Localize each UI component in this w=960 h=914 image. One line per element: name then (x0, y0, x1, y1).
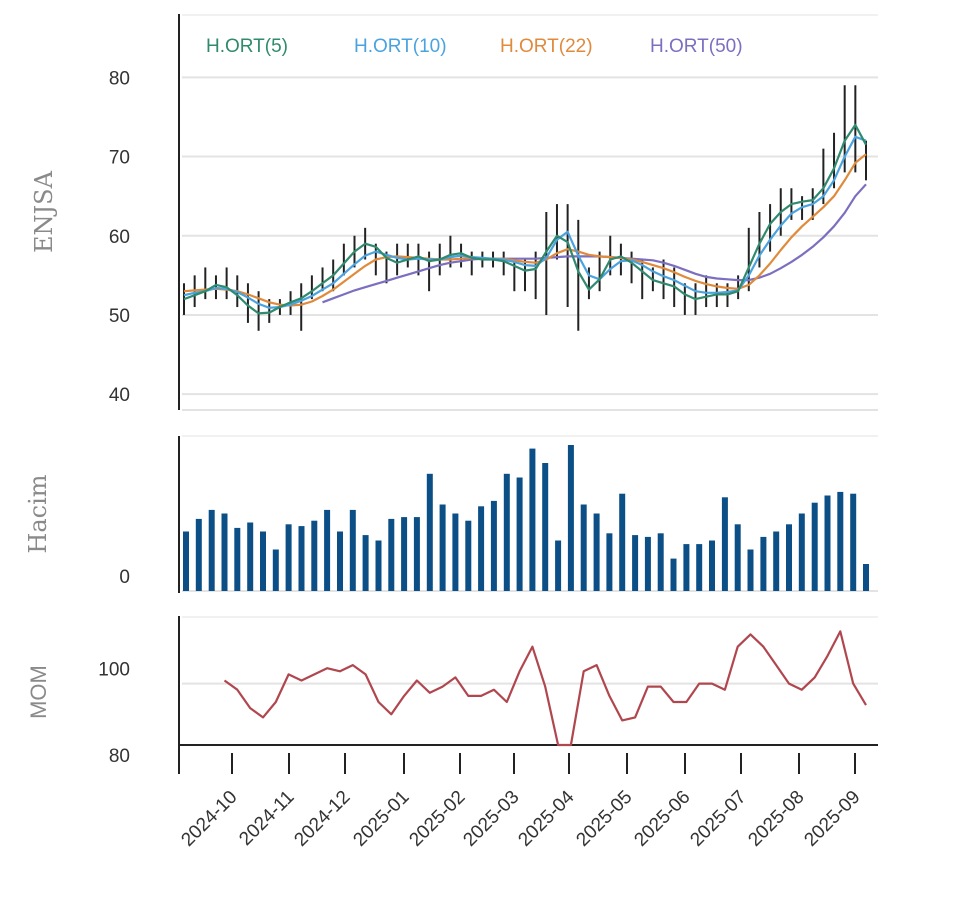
volume-bar (721, 497, 728, 591)
ma-line-2 (183, 135, 867, 309)
price-panel: 40 50 60 70 80 ENJSA H.ORT(5) H.ORT(10) H.ORT(22… (30, 14, 878, 411)
volume-bar (285, 524, 292, 591)
x-tick-label: 2025-07 (686, 787, 750, 851)
volume-bar (670, 558, 677, 591)
volume-bar (311, 520, 318, 591)
x-tick-label: 2025-02 (405, 787, 469, 851)
volume-bar (298, 526, 305, 591)
volume-bar (516, 477, 523, 591)
volume-bar (337, 531, 343, 591)
volume-bar (850, 493, 857, 591)
volume-bar (247, 522, 254, 591)
volume-bar (465, 520, 472, 591)
volume-bar (413, 517, 420, 591)
legend-item-4: H.ORT(50) (650, 36, 743, 57)
volume-bar (529, 448, 536, 591)
volume-bar (632, 535, 639, 591)
volume-bar (183, 531, 189, 591)
volume-bar (272, 549, 279, 591)
momentum-axis-label: MOM (26, 665, 51, 719)
x-tick-label: 2025-04 (514, 786, 578, 850)
volume-tick-label: 0 (119, 567, 130, 588)
volume-bar (503, 473, 510, 591)
volume-bar (760, 536, 767, 591)
price-tick-label: 70 (109, 148, 130, 169)
volume-bar (362, 535, 369, 591)
legend-item-3: H.ORT(22) (500, 36, 593, 57)
volume-bar (863, 564, 869, 591)
volume-bar (798, 513, 805, 591)
volume-bar (696, 544, 703, 591)
momentum-line (223, 630, 867, 747)
volume-bar (580, 504, 587, 591)
volume-bar (837, 491, 844, 591)
volume-bar (452, 513, 459, 591)
volume-bar (478, 506, 485, 591)
momentum-tick-label: 100 (98, 660, 130, 681)
volume-bar (208, 509, 215, 591)
volume-bar (606, 533, 613, 591)
x-tick-label: 2024-10 (177, 787, 241, 851)
legend-item-1: H.ORT(5) (206, 36, 288, 57)
ma-line-3 (183, 153, 867, 307)
price-tick-label: 60 (109, 227, 130, 248)
volume-panel: 0 Hacim (24, 435, 878, 593)
x-tick-label: 2025-03 (459, 787, 523, 851)
volume-bar (221, 513, 228, 591)
legend-item-2: H.ORT(10) (354, 36, 447, 57)
volume-bar (324, 509, 331, 591)
volume-bar (426, 473, 433, 591)
x-axis: 2024-102024-112024-122025-012025-022025-… (177, 753, 865, 851)
volume-bar (786, 524, 792, 591)
volume-bar (811, 502, 818, 591)
ma-line-1 (183, 123, 867, 315)
volume-bar (439, 504, 446, 591)
volume-bar (195, 518, 202, 591)
volume-bar (734, 524, 741, 591)
price-axis-label: ENJSA (30, 170, 58, 253)
volume-axis-label: Hacim (24, 474, 52, 553)
price-tick-label: 40 (109, 385, 130, 406)
volume-bar (824, 495, 831, 591)
volume-bar (490, 500, 497, 591)
volume-bar (375, 540, 382, 591)
price-tick-label: 80 (109, 68, 130, 89)
x-tick-label: 2025-09 (800, 787, 864, 851)
x-tick-label: 2025-08 (744, 787, 808, 851)
volume-bar (555, 540, 562, 591)
volume-bar (593, 513, 600, 591)
volume-bar (349, 509, 356, 591)
volume-bar (683, 544, 690, 591)
volume-bar (542, 463, 549, 591)
volume-bar (401, 517, 408, 591)
volume-bar (644, 536, 651, 591)
price-tick-label: 50 (109, 306, 130, 327)
volume-bar (709, 540, 715, 591)
x-tick-label: 2025-05 (572, 787, 636, 851)
volume-bar (234, 527, 241, 591)
volume-bar (747, 549, 754, 591)
x-tick-label: 2024-11 (235, 787, 298, 850)
x-tick-label: 2024-12 (290, 787, 354, 851)
volume-bar (388, 518, 395, 591)
momentum-panel: 100 80 MOM (26, 616, 878, 770)
momentum-tick-label: 80 (109, 746, 130, 767)
volume-bar (260, 531, 266, 591)
volume-bar (773, 531, 780, 591)
volume-bar (619, 493, 626, 591)
x-tick-label: 2025-01 (349, 787, 413, 851)
volume-bar (567, 445, 574, 591)
x-tick-label: 2025-06 (630, 787, 694, 851)
volume-bar (657, 533, 664, 591)
